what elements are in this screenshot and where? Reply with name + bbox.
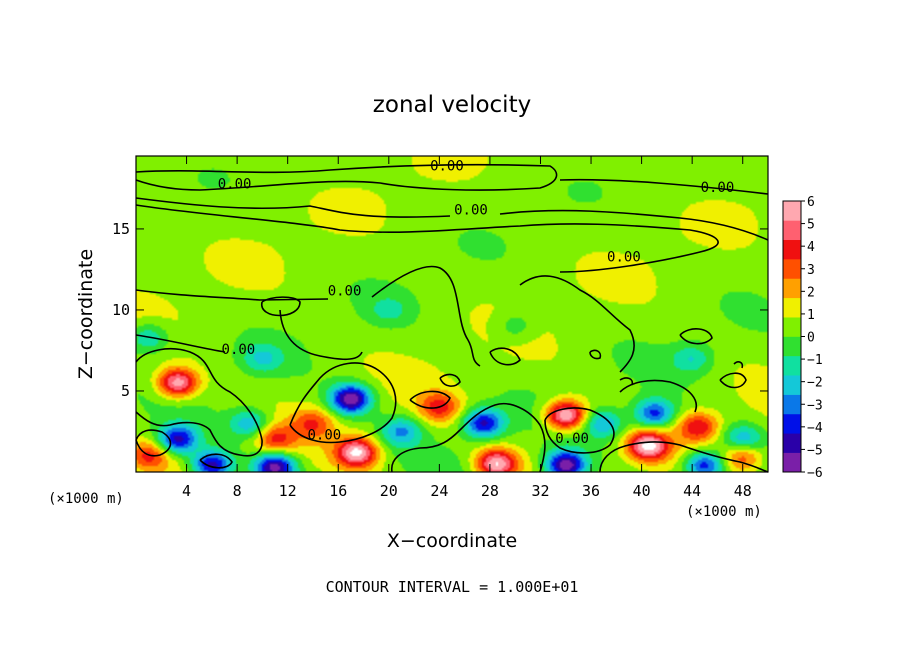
x-tick-label: 24 bbox=[430, 482, 448, 500]
contour-line bbox=[135, 348, 263, 457]
contour-line bbox=[135, 204, 719, 273]
contour-labels: 0.00 0.00 0.00 0.00 0.00 0.00 0.00 0.00 0.00 bbox=[218, 159, 735, 447]
contour-line bbox=[733, 361, 744, 369]
colorbar-tick-label: −6 bbox=[807, 466, 823, 481]
colorbar-swatch bbox=[783, 452, 801, 473]
colorbar-swatch bbox=[783, 297, 801, 318]
y-axis-ticks: 5 10 15 bbox=[112, 220, 768, 400]
colorbar-tick-label: 3 bbox=[807, 263, 815, 278]
contour-line bbox=[489, 347, 521, 366]
colorbar-swatch bbox=[783, 201, 801, 221]
x-tick-label: 44 bbox=[683, 482, 701, 500]
chart-title: zonal velocity bbox=[373, 92, 531, 118]
colorbar-tick-label: −5 bbox=[807, 443, 823, 458]
plot-frame bbox=[135, 155, 769, 473]
colorbar-tick-label: 5 bbox=[807, 218, 815, 233]
colorbar-swatch bbox=[783, 239, 801, 260]
y-axis-label: Z−coordinate bbox=[75, 249, 97, 379]
colorbar-swatch bbox=[783, 317, 801, 337]
contour-label: 0.00 bbox=[555, 431, 589, 447]
contour-line bbox=[619, 379, 697, 413]
contour-label: 0.00 bbox=[607, 249, 641, 265]
colorbar-swatch bbox=[783, 413, 801, 434]
zero-contours bbox=[135, 163, 769, 473]
x-tick-label: 28 bbox=[481, 482, 499, 500]
colorbar-tick-label: −1 bbox=[807, 353, 823, 368]
contour-label: 0.00 bbox=[328, 284, 362, 300]
contour-line bbox=[135, 163, 558, 191]
contour-label: 0.00 bbox=[430, 159, 464, 175]
contour-line bbox=[519, 275, 635, 373]
x-tick-label: 8 bbox=[233, 482, 242, 500]
x-tick-label: 36 bbox=[582, 482, 600, 500]
contour-line bbox=[619, 377, 634, 386]
colorbar-swatch bbox=[783, 355, 801, 376]
x-tick-label: 48 bbox=[734, 482, 752, 500]
heatmap-field bbox=[136, 156, 768, 472]
contour-line bbox=[409, 390, 451, 409]
colorbar-tick-label: 2 bbox=[807, 285, 815, 300]
contour-label: 0.00 bbox=[454, 202, 488, 218]
y-tick-label: 15 bbox=[112, 220, 130, 238]
colorbar-tick-label: −2 bbox=[807, 376, 823, 391]
contour-line bbox=[391, 403, 546, 473]
contour-interval-note: CONTOUR INTERVAL = 1.000E+01 bbox=[326, 578, 579, 596]
contour-line bbox=[719, 372, 747, 389]
x-unit-left: (×1000 m) bbox=[48, 491, 124, 507]
x-tick-label: 20 bbox=[380, 482, 398, 500]
colorbar-swatch bbox=[783, 259, 801, 279]
x-axis-label: X−coordinate bbox=[387, 530, 517, 552]
contour-line bbox=[135, 197, 769, 241]
contour-line bbox=[544, 407, 615, 454]
colorbar-swatch bbox=[783, 336, 801, 357]
colorbar-swatch bbox=[783, 375, 801, 395]
x-tick-label: 12 bbox=[279, 482, 297, 500]
colorbar-swatch bbox=[783, 220, 801, 241]
contour-line bbox=[589, 349, 602, 360]
colorbar-tick-label: 0 bbox=[807, 331, 815, 346]
y-tick-label: 5 bbox=[121, 382, 130, 400]
x-axis-ticks: 4 8 12 16 20 24 28 32 36 40 44 48 bbox=[182, 156, 752, 500]
contour-line bbox=[289, 362, 397, 444]
colorbar-swatch bbox=[783, 433, 801, 453]
contour-line bbox=[279, 309, 363, 361]
colorbar-tick-label: −4 bbox=[807, 421, 823, 436]
colorbar-tick-label: 4 bbox=[807, 240, 815, 255]
contour-line bbox=[135, 429, 172, 457]
contour-line bbox=[135, 334, 226, 353]
colorbar-tick-label: 6 bbox=[807, 195, 815, 210]
contour-label: 0.00 bbox=[701, 180, 735, 196]
x-tick-label: 16 bbox=[329, 482, 347, 500]
colorbar-swatch bbox=[783, 278, 801, 299]
x-tick-label: 40 bbox=[633, 482, 651, 500]
contour-line bbox=[199, 453, 233, 469]
contour-label: 0.00 bbox=[218, 177, 252, 193]
x-unit-right: (×1000 m) bbox=[686, 504, 762, 520]
colorbar: 6 5 4 3 2 1 0 −1 −2 −3 −4 −5 −6 bbox=[782, 195, 823, 481]
contour-line bbox=[135, 265, 481, 367]
contour-line bbox=[559, 178, 769, 195]
colorbar-swatch bbox=[783, 394, 801, 415]
y-tick-label: 10 bbox=[112, 301, 130, 319]
contour-line bbox=[261, 296, 301, 317]
contour-line bbox=[439, 373, 461, 387]
x-tick-label: 32 bbox=[531, 482, 549, 500]
contour-line bbox=[599, 441, 769, 473]
colorbar-tick-label: −3 bbox=[807, 398, 823, 413]
contour-label: 0.00 bbox=[307, 428, 341, 444]
contour-label: 0.00 bbox=[222, 342, 256, 358]
contour-line bbox=[679, 328, 713, 345]
x-tick-label: 4 bbox=[182, 482, 191, 500]
colorbar-tick-label: 1 bbox=[807, 308, 815, 323]
